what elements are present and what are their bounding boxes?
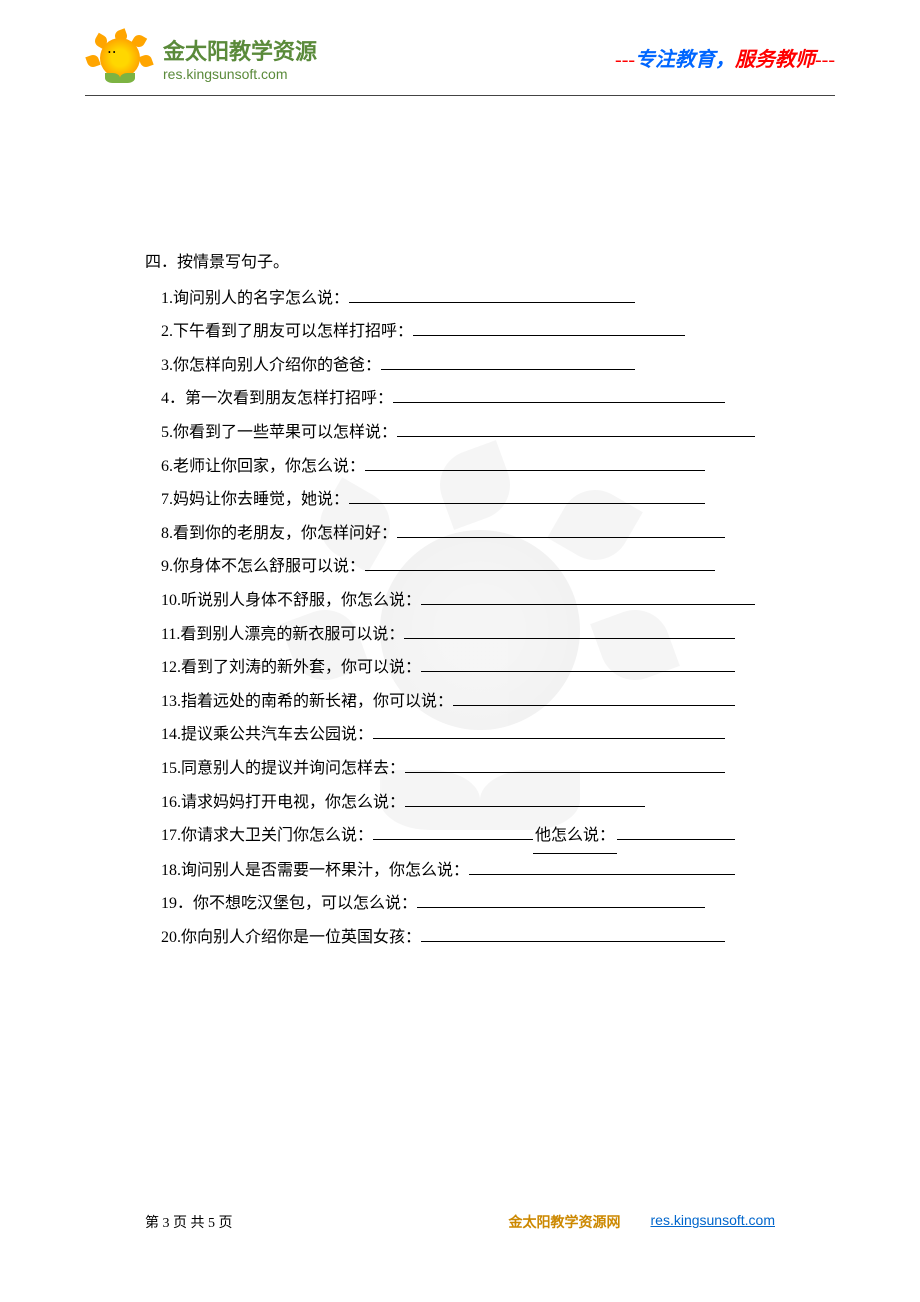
- sun-logo-icon: • •: [85, 30, 155, 85]
- question-text: 14.提议乘公共汽车去公园说：: [161, 718, 373, 752]
- question-text: 13.指着远处的南希的新长裙，你可以说：: [161, 685, 453, 719]
- question-item: 10.听说别人身体不舒服，你怎么说：: [145, 584, 775, 618]
- answer-blank[interactable]: [397, 520, 725, 538]
- question-item: 2.下午看到了朋友可以怎样打招呼：: [145, 315, 775, 349]
- question-item: 14.提议乘公共汽车去公园说：: [145, 718, 775, 752]
- question-item: 18.询问别人是否需要一杯果汁，你怎么说：: [145, 854, 775, 888]
- question-text-mid: 他怎么说：: [533, 819, 617, 854]
- question-text: 15.同意别人的提议并询问怎样去：: [161, 752, 405, 786]
- answer-blank[interactable]: [469, 857, 735, 875]
- question-item: 19．你不想吃汉堡包，可以怎么说：: [145, 887, 775, 921]
- question-text: 1.询问别人的名字怎么说：: [161, 282, 349, 316]
- logo-text: 金太阳教学资源 res.kingsunsoft.com: [163, 34, 317, 82]
- answer-blank[interactable]: [421, 924, 725, 942]
- answer-blank[interactable]: [421, 587, 755, 605]
- answer-blank[interactable]: [413, 318, 685, 336]
- answer-blank[interactable]: [405, 755, 725, 773]
- question-text: 2.下午看到了朋友可以怎样打招呼：: [161, 315, 413, 349]
- slogan-suffix: ---: [815, 49, 835, 71]
- logo-subtitle: res.kingsunsoft.com: [163, 66, 317, 82]
- question-item: 12.看到了刘涛的新外套，你可以说：: [145, 651, 775, 685]
- question-item: 1.询问别人的名字怎么说：: [145, 282, 775, 316]
- question-item: 8.看到你的老朋友，你怎样问好：: [145, 517, 775, 551]
- question-item: 20.你向别人介绍你是一位英国女孩：: [145, 921, 775, 955]
- question-item: 5.你看到了一些苹果可以怎样说：: [145, 416, 775, 450]
- question-item: 13.指着远处的南希的新长裙，你可以说：: [145, 685, 775, 719]
- answer-blank[interactable]: [404, 621, 735, 639]
- question-item: 4．第一次看到朋友怎样打招呼：: [145, 382, 775, 416]
- question-item: 9.你身体不怎么舒服可以说：: [145, 550, 775, 584]
- question-item: 11.看到别人漂亮的新衣服可以说：: [145, 618, 775, 652]
- question-text: 7.妈妈让你去睡觉，她说：: [161, 483, 349, 517]
- section-title: 四．按情景写句子。: [145, 246, 775, 280]
- question-text: 9.你身体不怎么舒服可以说：: [161, 550, 365, 584]
- question-text: 11.看到别人漂亮的新衣服可以说：: [161, 618, 404, 652]
- question-text: 10.听说别人身体不舒服，你怎么说：: [161, 584, 421, 618]
- slogan-part2: 服务教师: [735, 49, 815, 71]
- question-text: 12.看到了刘涛的新外套，你可以说：: [161, 651, 421, 685]
- answer-blank[interactable]: [421, 654, 735, 672]
- footer-link[interactable]: res.kingsunsoft.com: [651, 1212, 776, 1232]
- question-item: 7.妈妈让你去睡觉，她说：: [145, 483, 775, 517]
- answer-blank[interactable]: [373, 721, 725, 739]
- question-text: 19．你不想吃汉堡包，可以怎么说：: [161, 887, 417, 921]
- question-item: 16.请求妈妈打开电视，你怎么说：: [145, 786, 775, 820]
- question-text: 3.你怎样向别人介绍你的爸爸：: [161, 349, 381, 383]
- question-item: 15.同意别人的提议并询问怎样去：: [145, 752, 775, 786]
- answer-blank[interactable]: [349, 486, 705, 504]
- answer-blank[interactable]: [349, 285, 635, 303]
- content-area: 四．按情景写句子。 1.询问别人的名字怎么说： 2.下午看到了朋友可以怎样打招呼…: [0, 96, 920, 954]
- question-text: 20.你向别人介绍你是一位英国女孩：: [161, 921, 421, 955]
- question-text: 16.请求妈妈打开电视，你怎么说：: [161, 786, 405, 820]
- slogan-part1: 专注教育，: [635, 49, 735, 71]
- question-text: 4．第一次看到朋友怎样打招呼：: [161, 382, 393, 416]
- slogan: ---专注教育，服务教师---: [615, 43, 835, 72]
- page-footer: 第 3 页 共 5 页 金太阳教学资源网 res.kingsunsoft.com: [0, 1212, 920, 1232]
- question-text: 8.看到你的老朋友，你怎样问好：: [161, 517, 397, 551]
- question-item: 3.你怎样向别人介绍你的爸爸：: [145, 349, 775, 383]
- question-text: 18.询问别人是否需要一杯果汁，你怎么说：: [161, 854, 469, 888]
- footer-right: 金太阳教学资源网 res.kingsunsoft.com: [509, 1212, 776, 1232]
- answer-blank[interactable]: [373, 822, 533, 840]
- logo-area: • • 金太阳教学资源 res.kingsunsoft.com: [85, 30, 317, 85]
- question-text: 5.你看到了一些苹果可以怎样说：: [161, 416, 397, 450]
- answer-blank[interactable]: [365, 553, 715, 571]
- answer-blank[interactable]: [453, 688, 735, 706]
- footer-brand: 金太阳教学资源网: [509, 1212, 621, 1232]
- answer-blank[interactable]: [417, 890, 705, 908]
- question-text: 6.老师让你回家，你怎么说：: [161, 450, 365, 484]
- slogan-prefix: ---: [615, 49, 635, 71]
- answer-blank[interactable]: [365, 453, 705, 471]
- answer-blank[interactable]: [617, 822, 735, 840]
- logo-title: 金太阳教学资源: [163, 34, 317, 66]
- answer-blank[interactable]: [381, 352, 635, 370]
- page-header: • • 金太阳教学资源 res.kingsunsoft.com ---专注教育，…: [0, 0, 920, 95]
- answer-blank[interactable]: [397, 419, 755, 437]
- question-text: 17.你请求大卫关门你怎么说：: [161, 819, 373, 853]
- page-number: 第 3 页 共 5 页: [145, 1212, 233, 1232]
- answer-blank[interactable]: [393, 385, 725, 403]
- answer-blank[interactable]: [405, 789, 645, 807]
- question-item: 6.老师让你回家，你怎么说：: [145, 450, 775, 484]
- question-item: 17.你请求大卫关门你怎么说： 他怎么说：: [145, 819, 775, 854]
